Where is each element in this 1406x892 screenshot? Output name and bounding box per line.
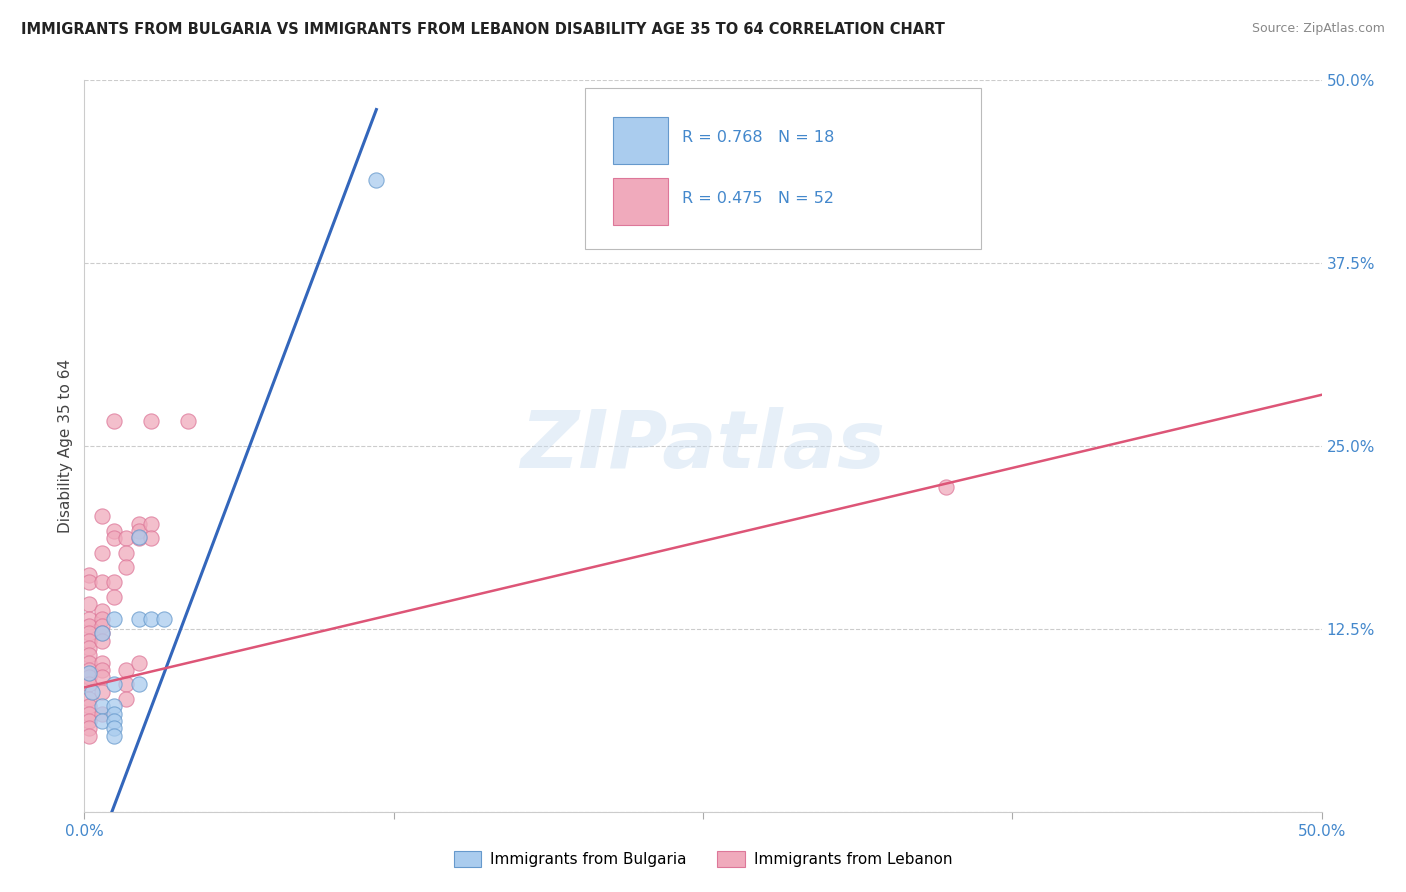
Point xyxy=(128,656,150,670)
Point xyxy=(103,722,125,736)
Point xyxy=(79,567,101,582)
Point xyxy=(79,597,101,611)
Point xyxy=(128,677,150,691)
Point xyxy=(90,633,112,648)
Point xyxy=(79,665,101,680)
Point xyxy=(90,546,112,560)
Point xyxy=(103,714,125,728)
Point xyxy=(103,575,125,590)
Point xyxy=(90,509,112,524)
Point xyxy=(90,685,112,699)
Point xyxy=(366,173,388,187)
Point xyxy=(103,612,125,626)
Point xyxy=(103,524,125,538)
Point xyxy=(90,699,112,714)
Point xyxy=(79,575,101,590)
Point xyxy=(79,619,101,633)
Point xyxy=(90,706,112,721)
Point xyxy=(103,677,125,691)
Point xyxy=(115,531,138,545)
Point xyxy=(141,516,163,531)
Point xyxy=(128,530,150,544)
Point xyxy=(79,714,101,728)
Legend: Immigrants from Bulgaria, Immigrants from Lebanon: Immigrants from Bulgaria, Immigrants fro… xyxy=(447,846,959,873)
Point xyxy=(128,524,150,538)
Point xyxy=(90,656,112,670)
Point xyxy=(79,663,101,677)
Text: Source: ZipAtlas.com: Source: ZipAtlas.com xyxy=(1251,22,1385,36)
Point xyxy=(103,699,125,714)
Point xyxy=(115,560,138,574)
Text: R = 0.768   N = 18: R = 0.768 N = 18 xyxy=(682,130,834,145)
Point xyxy=(79,729,101,743)
Point xyxy=(115,546,138,560)
Point xyxy=(90,626,112,640)
Bar xyxy=(613,178,668,225)
Point xyxy=(90,714,112,728)
Point xyxy=(90,619,112,633)
Point xyxy=(79,648,101,663)
Point xyxy=(90,626,112,640)
Text: ZIPatlas: ZIPatlas xyxy=(520,407,886,485)
Point xyxy=(79,677,101,691)
Point xyxy=(103,729,125,743)
Point xyxy=(79,656,101,670)
Point xyxy=(177,414,200,428)
Point xyxy=(90,663,112,677)
Text: IMMIGRANTS FROM BULGARIA VS IMMIGRANTS FROM LEBANON DISABILITY AGE 35 TO 64 CORR: IMMIGRANTS FROM BULGARIA VS IMMIGRANTS F… xyxy=(21,22,945,37)
Point xyxy=(79,706,101,721)
Point xyxy=(103,414,125,428)
Point xyxy=(90,670,112,684)
Point xyxy=(90,604,112,618)
Point xyxy=(141,612,163,626)
Point xyxy=(80,685,103,699)
Text: R = 0.475   N = 52: R = 0.475 N = 52 xyxy=(682,191,834,206)
Point xyxy=(934,480,956,494)
Point xyxy=(115,692,138,706)
Point xyxy=(128,531,150,545)
Point xyxy=(103,590,125,604)
Point xyxy=(79,692,101,706)
Point xyxy=(103,531,125,545)
Point xyxy=(79,640,101,655)
Point xyxy=(141,414,163,428)
Point xyxy=(128,516,150,531)
Point xyxy=(79,670,101,684)
Point xyxy=(103,706,125,721)
Y-axis label: Disability Age 35 to 64: Disability Age 35 to 64 xyxy=(58,359,73,533)
Point xyxy=(79,626,101,640)
Point xyxy=(115,663,138,677)
Point xyxy=(115,677,138,691)
Point xyxy=(79,633,101,648)
Point xyxy=(79,722,101,736)
Point xyxy=(141,531,163,545)
Point xyxy=(90,612,112,626)
FancyBboxPatch shape xyxy=(585,87,981,249)
Point xyxy=(90,575,112,590)
Point xyxy=(79,612,101,626)
Point xyxy=(152,612,174,626)
Bar xyxy=(613,117,668,164)
Point xyxy=(79,699,101,714)
Point xyxy=(128,612,150,626)
